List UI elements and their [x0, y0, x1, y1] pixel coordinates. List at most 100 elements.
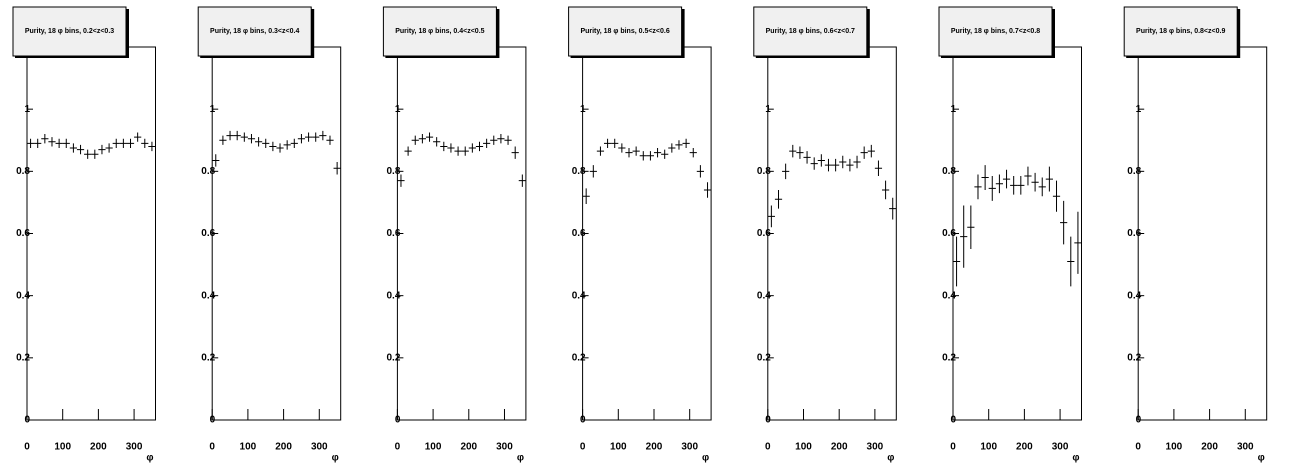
x-tick-label: 200 [1201, 442, 1218, 453]
x-tick-label: 100 [1166, 442, 1183, 453]
error-bar [789, 144, 797, 158]
error-bar [889, 197, 897, 220]
x-tick-label: 300 [496, 442, 513, 453]
error-bar [504, 135, 512, 145]
error-bar [283, 140, 291, 150]
y-tick-label: 0.2 [16, 352, 30, 363]
title-box [382, 6, 497, 57]
x-tick-label: 0 [1135, 442, 1141, 453]
plot-frame [1137, 46, 1268, 421]
y-tick-label: 0.4 [16, 290, 30, 301]
title-box [568, 6, 683, 57]
y-tick-label: 0.6 [757, 228, 771, 239]
error-bar [1031, 172, 1039, 192]
error-bar [134, 132, 142, 142]
error-bar [1038, 177, 1046, 197]
x-tick-label: 0 [395, 442, 401, 453]
x-tick-label: 100 [610, 442, 627, 453]
error-bar [41, 134, 49, 144]
error-bar [1067, 236, 1075, 287]
error-bar [141, 138, 149, 149]
error-bar [867, 144, 875, 158]
error-bar [411, 135, 419, 145]
y-tick-label: 0.4 [572, 290, 586, 301]
error-bar [404, 146, 412, 156]
error-bar [1002, 169, 1011, 189]
x-tick-label: 100 [425, 442, 442, 453]
y-tick-label: 1 [765, 104, 771, 115]
title-box [12, 6, 127, 57]
error-bar [668, 143, 676, 153]
error-bar [62, 138, 70, 149]
plot-frame [26, 46, 156, 421]
x-tick-label: 0 [950, 442, 956, 453]
plot-frame [211, 46, 342, 421]
error-bar [810, 157, 818, 170]
x-tick-label: 100 [54, 442, 71, 453]
error-bar [839, 155, 847, 169]
error-bar [639, 151, 647, 161]
y-tick-label: 0 [395, 415, 401, 426]
y-tick-label: 0.2 [386, 352, 400, 363]
y-tick-label: 0 [580, 415, 586, 426]
error-bar [119, 138, 127, 149]
chart-title: Purity, 18 φ bins, 0.3<z<0.4 [210, 28, 299, 35]
x-tick-label: 200 [646, 442, 663, 453]
chart-title: Purity, 18 φ bins, 0.8<z<0.9 [1136, 28, 1225, 35]
title-box [1123, 6, 1238, 57]
y-tick-label: 0.2 [201, 352, 215, 363]
error-bar [69, 143, 78, 153]
x-axis-label: φ [887, 453, 894, 464]
error-bar [824, 158, 833, 172]
title-box [938, 6, 1053, 57]
error-bar [497, 134, 505, 144]
error-bar [55, 138, 63, 149]
error-bar [1052, 180, 1061, 212]
y-tick-label: 0 [765, 415, 771, 426]
error-bar [98, 144, 106, 155]
error-bar [646, 151, 655, 161]
x-axis-label: φ [702, 453, 709, 464]
y-tick-label: 1 [950, 104, 956, 115]
error-bar [653, 148, 662, 158]
x-tick-label: 100 [240, 442, 257, 453]
plot-frame [396, 46, 527, 421]
error-bar [796, 146, 804, 159]
error-bar [447, 143, 455, 153]
y-tick-label: 0.6 [572, 228, 586, 239]
x-axis-label: φ [1072, 453, 1079, 464]
error-bar [682, 138, 690, 149]
error-bar [782, 163, 790, 180]
error-bar [304, 132, 313, 142]
error-bar [603, 138, 612, 149]
error-bar [1024, 166, 1032, 186]
error-bar [433, 137, 441, 147]
error-bar [1074, 211, 1082, 274]
error-bar [454, 146, 462, 156]
error-bar [262, 138, 270, 149]
error-bar [112, 138, 120, 149]
y-tick-label: 0.8 [942, 166, 956, 177]
y-tick-label: 0.6 [1127, 228, 1141, 239]
error-bar [803, 151, 811, 164]
error-bar [26, 138, 35, 149]
error-bar [247, 134, 256, 144]
error-bar [596, 146, 605, 156]
error-bar [48, 137, 56, 147]
error-bar [219, 135, 227, 145]
x-axis-label: φ [146, 453, 153, 464]
error-bar [832, 158, 840, 172]
title-box [197, 6, 312, 57]
x-tick-label: 0 [24, 442, 30, 453]
error-bar [874, 160, 883, 176]
error-bar [240, 132, 248, 142]
error-bar [226, 130, 234, 141]
y-tick-label: 0.8 [572, 166, 586, 177]
error-bar [974, 174, 982, 200]
y-tick-label: 0.2 [1127, 352, 1141, 363]
error-bar [703, 182, 712, 198]
y-tick-label: 0 [1136, 415, 1142, 426]
error-bar [960, 205, 968, 268]
error-bar [276, 143, 284, 153]
